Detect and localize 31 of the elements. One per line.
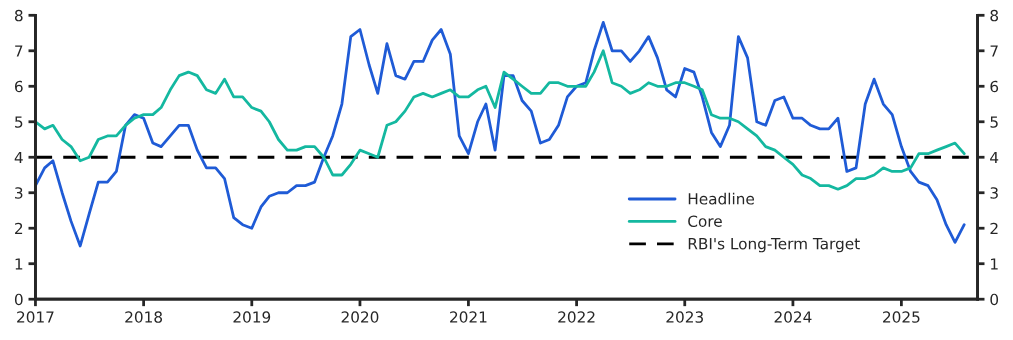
x-tick-label: 2024 [774, 311, 812, 323]
x-tick-label: 2017 [17, 311, 54, 323]
legend-label: RBI's Long-Term Target [688, 238, 860, 253]
x-tick-label: 2018 [125, 311, 163, 323]
y2-tick-label: 5 [990, 116, 998, 128]
y2-tick-label: 8 [990, 9, 999, 22]
y-tick-label: 5 [15, 116, 23, 128]
y2-tick-label: 2 [990, 222, 998, 235]
x-tick-label: 2021 [450, 311, 487, 323]
y2-tick-label: 7 [990, 45, 998, 57]
y2-tick-label: 0 [990, 293, 999, 306]
y2-tick-label: 6 [990, 80, 999, 93]
legend-label: Headline [688, 192, 754, 205]
x-tick-label: 2020 [341, 311, 379, 323]
y-tick-label: 0 [14, 293, 23, 306]
y-tick-label: 1 [15, 258, 23, 270]
y-tick-label: 3 [15, 187, 23, 199]
line-series [35, 49, 966, 191]
y-tick-label: 7 [15, 45, 23, 57]
x-tick-label: 2022 [558, 311, 595, 323]
y-tick-label: 4 [14, 151, 23, 164]
y-tick-label: 8 [14, 9, 23, 22]
x-tick-label: 2019 [233, 311, 271, 323]
x-tick-label: 2025 [883, 311, 920, 323]
y2-tick-label: 4 [990, 151, 999, 164]
y-tick-label: 2 [15, 222, 23, 235]
y2-tick-label: 3 [990, 187, 998, 199]
y2-tick-label: 1 [991, 258, 998, 270]
legend-label: Core [688, 215, 722, 227]
x-tick-label: 2023 [666, 311, 703, 323]
y-tick-label: 6 [15, 80, 23, 93]
